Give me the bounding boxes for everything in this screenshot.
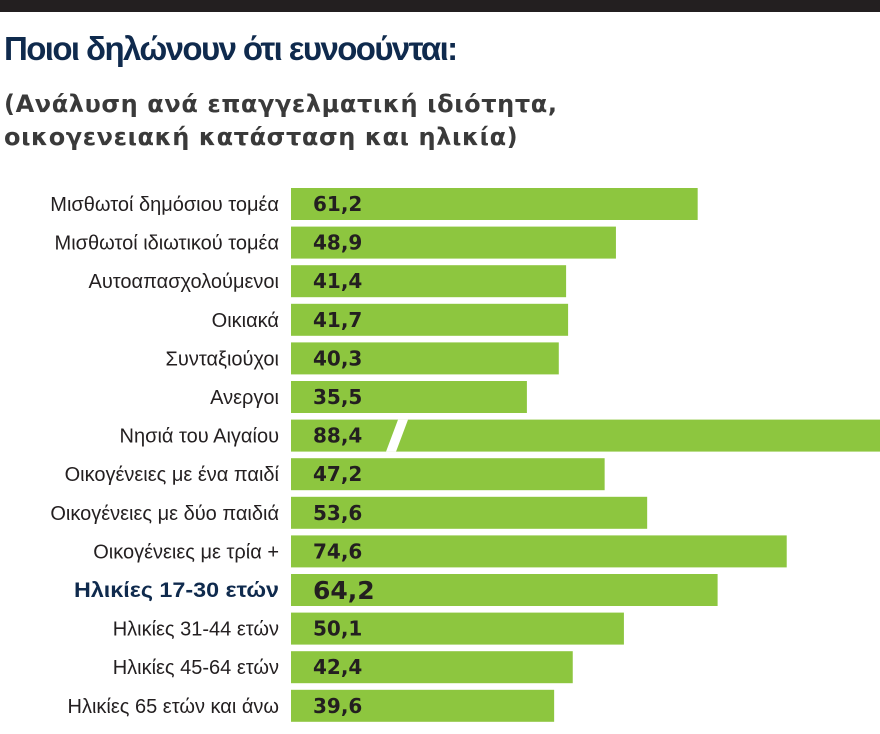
bar-3 bbox=[291, 303, 569, 336]
bar-5 bbox=[291, 381, 527, 413]
top-bar bbox=[0, 0, 880, 12]
subtitle-line-1: (Ανάλυση ανά επαγγελματική ιδιότητα, bbox=[4, 90, 558, 118]
bar-11 bbox=[291, 612, 624, 645]
value-label-2: 41,4 bbox=[313, 269, 362, 293]
category-label-3: Οικιακά bbox=[212, 310, 279, 332]
bar-9 bbox=[291, 535, 787, 568]
bar-7 bbox=[291, 458, 605, 491]
chart-subtitle: (Ανάλυση ανά επαγγελματική ιδιότητα, οικ… bbox=[4, 88, 558, 154]
value-label-12: 42,4 bbox=[313, 655, 362, 679]
category-label-9: Οικογένειες με τρία + bbox=[93, 541, 279, 563]
bar-4 bbox=[291, 342, 559, 375]
category-label-5: Ανεργοι bbox=[210, 387, 279, 409]
value-label-7: 47,2 bbox=[313, 462, 362, 486]
bar-13 bbox=[291, 689, 555, 722]
value-label-8: 53,6 bbox=[313, 501, 362, 525]
axis-break-mark bbox=[386, 419, 408, 452]
bar-8 bbox=[291, 496, 648, 529]
value-label-9: 74,6 bbox=[313, 539, 362, 563]
category-label-1: Μισθωτοί ιδιωτικού τομέα bbox=[55, 233, 279, 255]
category-label-2: Αυτοαπασχολούμενοι bbox=[89, 271, 279, 293]
bar-1 bbox=[291, 226, 616, 259]
category-label-7: Οικογένειες με ένα παιδί bbox=[65, 464, 280, 486]
value-label-6: 88,4 bbox=[313, 424, 362, 448]
subtitle-line-2: οικογενειακή κατάσταση και ηλικία) bbox=[4, 123, 519, 151]
chart-title: Ποιοι δηλώνουν ότι ευνοούνται: bbox=[4, 30, 458, 67]
value-label-11: 50,1 bbox=[313, 617, 362, 641]
bar-0 bbox=[291, 188, 698, 220]
category-label-11: Ηλικίες 31-44 ετών bbox=[113, 619, 279, 641]
category-label-4: Συνταξιούχοι bbox=[166, 348, 279, 370]
category-label-12: Ηλικίες 45-64 ετών bbox=[113, 657, 279, 679]
bar-6 bbox=[291, 419, 880, 452]
bar-10 bbox=[291, 574, 718, 606]
category-label-13: Ηλικίες 65 ετών και άνω bbox=[68, 696, 279, 718]
value-label-3: 41,7 bbox=[313, 308, 362, 332]
value-label-0: 61,2 bbox=[313, 192, 362, 216]
category-label-10: Ηλικίες 17-30 ετών bbox=[74, 579, 279, 602]
value-label-1: 48,9 bbox=[313, 231, 362, 255]
category-label-8: Οικογένειες με δύο παιδιά bbox=[50, 503, 279, 525]
value-label-4: 40,3 bbox=[313, 346, 362, 370]
value-label-10: 64,2 bbox=[313, 576, 375, 605]
bar-12 bbox=[291, 651, 573, 684]
value-label-5: 35,5 bbox=[313, 385, 362, 409]
category-label-0: Μισθωτοί δημόσιου τομέα bbox=[50, 194, 279, 216]
value-label-13: 39,6 bbox=[313, 694, 362, 718]
bar-2 bbox=[291, 265, 567, 298]
category-label-6: Νησιά του Αιγαίου bbox=[120, 426, 279, 448]
